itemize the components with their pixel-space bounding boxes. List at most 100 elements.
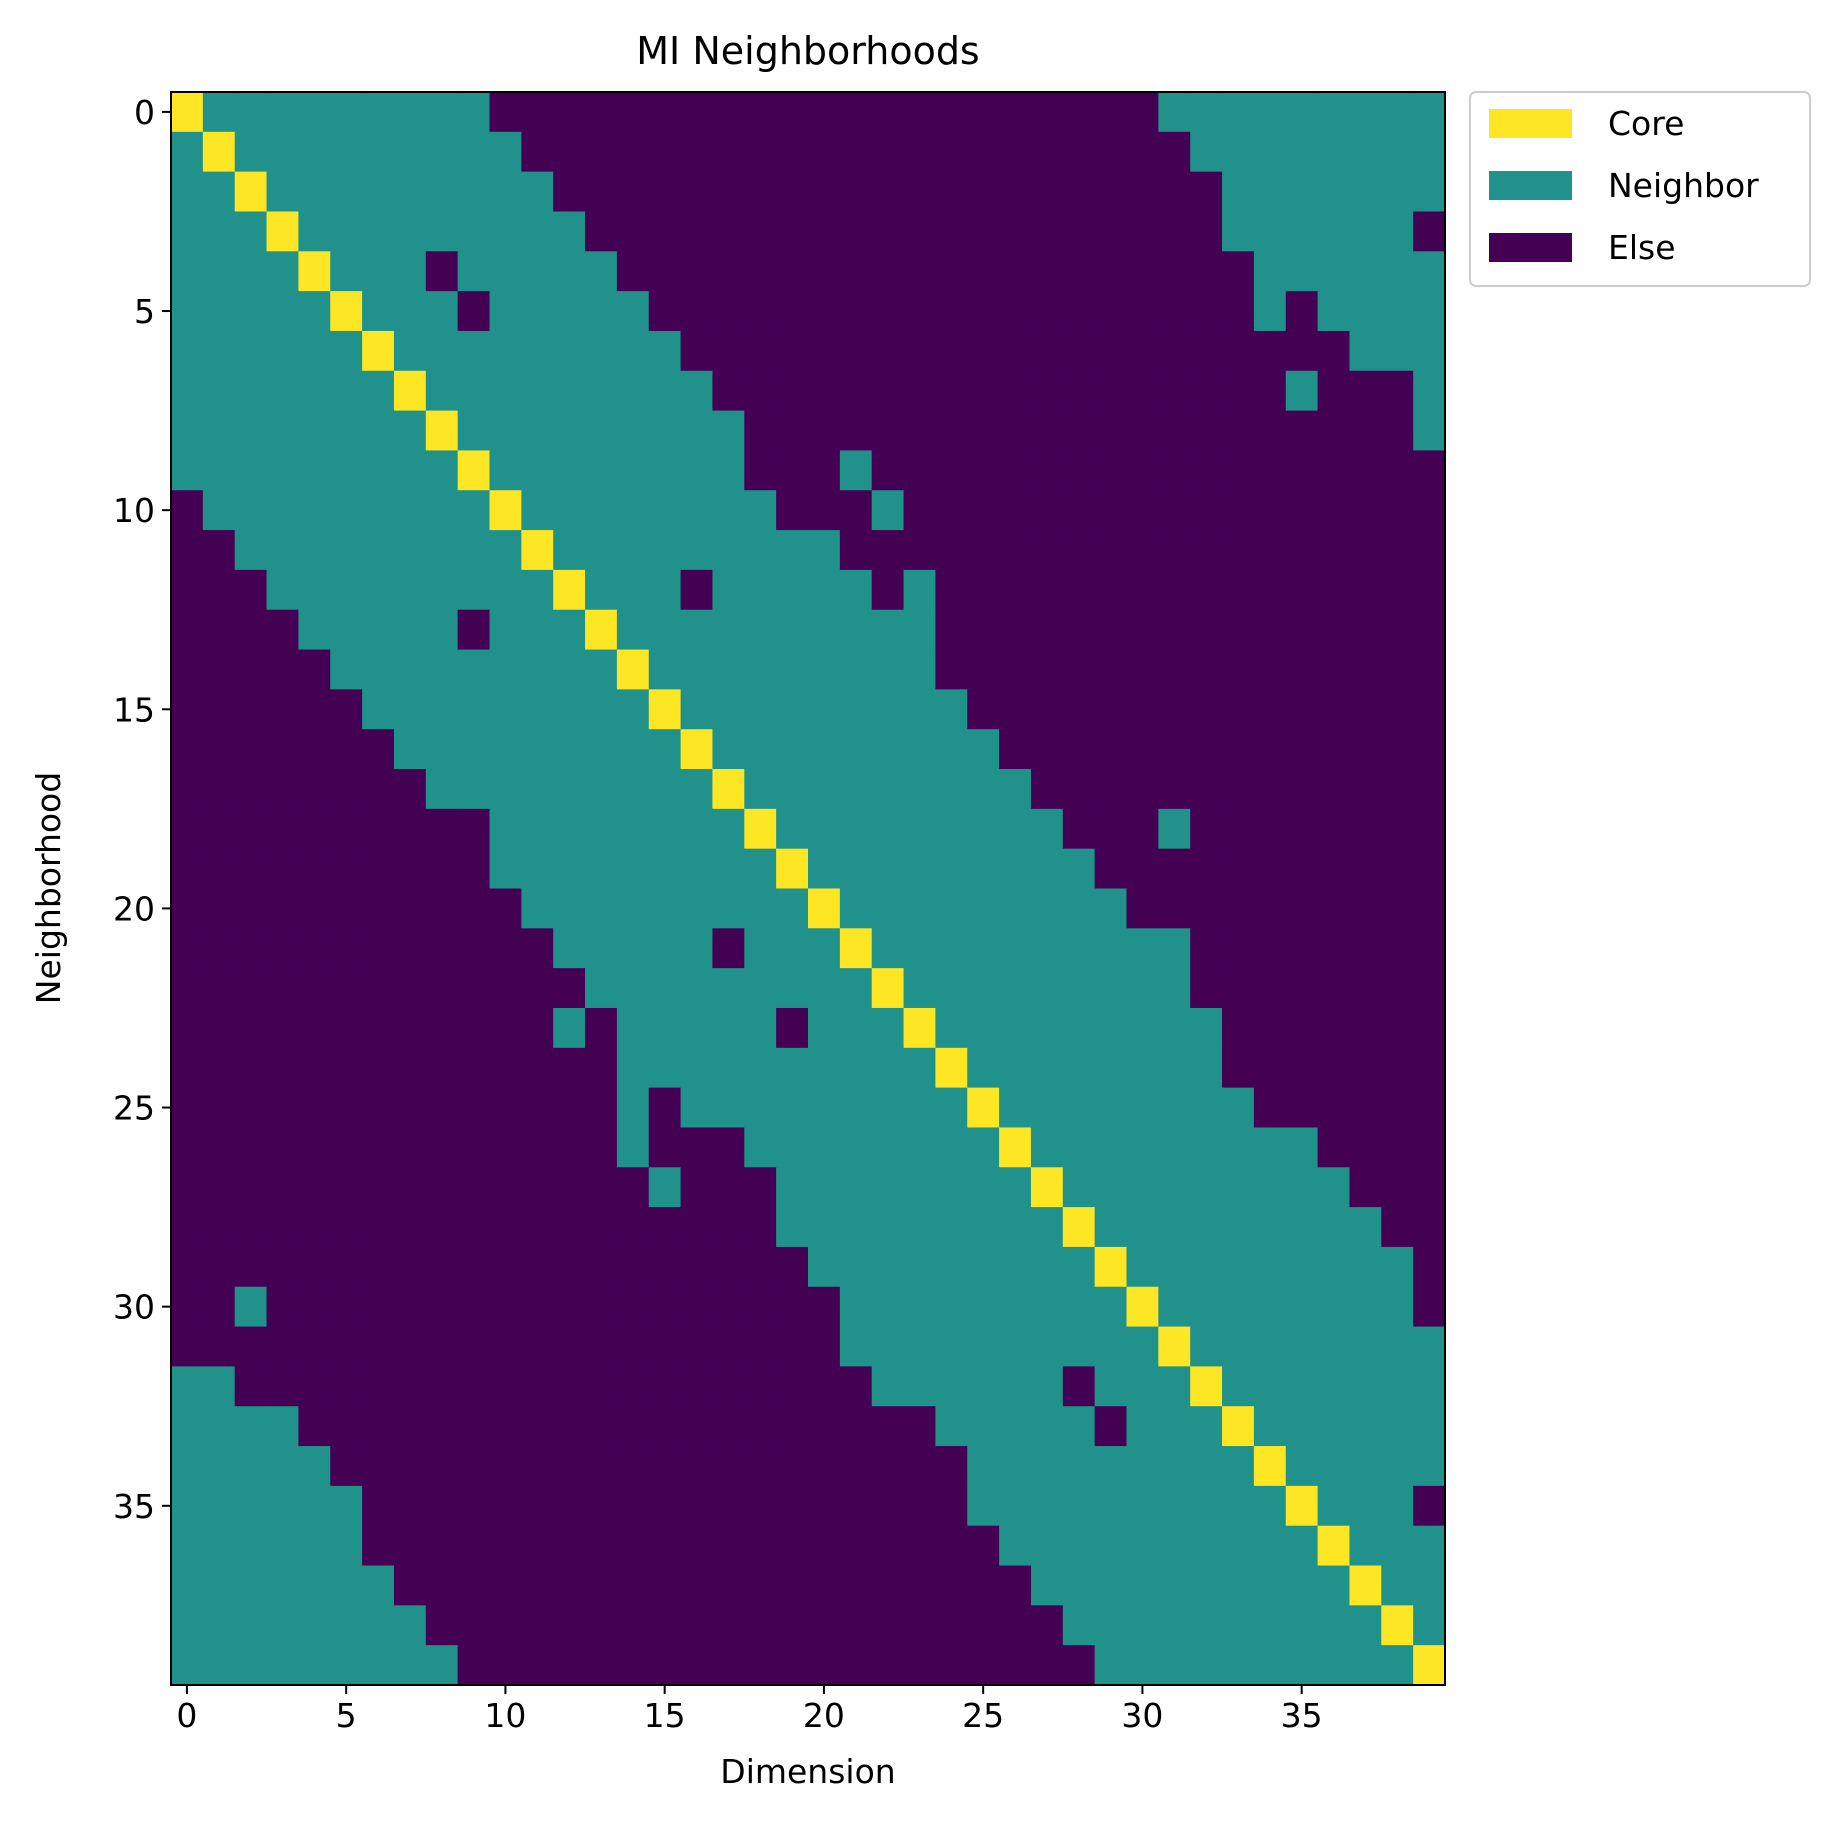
heatmap-cell-neighbor xyxy=(616,530,650,571)
heatmap-cell-else xyxy=(999,171,1032,213)
heatmap-cell-neighbor xyxy=(935,769,968,810)
heatmap-cell-else xyxy=(935,131,968,173)
heatmap-cell-neighbor xyxy=(393,729,427,770)
heatmap-cell-else xyxy=(202,689,236,730)
heatmap-cell-neighbor xyxy=(489,808,522,850)
heatmap-cell-else xyxy=(935,330,968,372)
heatmap-cell-neighbor xyxy=(171,1645,204,1686)
heatmap-cell-neighbor xyxy=(266,171,299,213)
heatmap-cell-else xyxy=(585,171,618,213)
heatmap-cell-neighbor xyxy=(1317,1645,1351,1686)
heatmap-cell-neighbor xyxy=(808,968,841,1009)
heatmap-cell-else xyxy=(585,1127,618,1168)
heatmap-cell-else xyxy=(585,1326,618,1367)
heatmap-cell-else xyxy=(266,848,299,890)
heatmap-cell-else xyxy=(808,1446,841,1487)
heatmap-cell-neighbor xyxy=(457,330,491,372)
heatmap-cell-else xyxy=(1349,1127,1382,1168)
heatmap-cell-else xyxy=(808,1366,841,1407)
heatmap-cell-neighbor xyxy=(202,490,236,531)
heatmap-cell-neighbor xyxy=(1349,291,1382,332)
heatmap-cell-neighbor xyxy=(903,1087,936,1129)
heatmap-cell-neighbor xyxy=(935,1326,968,1367)
heatmap-cell-neighbor xyxy=(585,251,618,292)
heatmap-cell-else xyxy=(234,689,268,730)
heatmap-cell-else xyxy=(1285,330,1319,372)
heatmap-cell-neighbor xyxy=(680,609,714,651)
heatmap-cell-else xyxy=(1349,928,1382,969)
heatmap-cell-neighbor xyxy=(1062,1007,1096,1049)
heatmap-cell-else xyxy=(489,1605,522,1646)
heatmap-cell-else xyxy=(1285,649,1319,690)
heatmap-cell-else xyxy=(1413,1127,1446,1168)
heatmap-cell-else xyxy=(1317,450,1351,491)
heatmap-cell-neighbor xyxy=(1030,808,1064,850)
heatmap-cell-neighbor xyxy=(903,1366,936,1407)
heatmap-cell-neighbor xyxy=(1190,92,1223,133)
heatmap-cell-neighbor xyxy=(202,1525,236,1567)
heatmap-cell-else xyxy=(1190,928,1223,969)
heatmap-cell-else xyxy=(871,1406,905,1447)
heatmap-cell-neighbor xyxy=(585,968,618,1009)
heatmap-cell-else xyxy=(1030,649,1064,690)
heatmap-cell-else xyxy=(1126,808,1159,850)
heatmap-cell-neighbor xyxy=(808,609,841,651)
heatmap-cell-else xyxy=(712,92,745,133)
heatmap-cell-neighbor xyxy=(171,131,204,173)
heatmap-cell-neighbor xyxy=(1158,1207,1191,1248)
y-tick-label: 30 xyxy=(113,1288,155,1327)
heatmap-cell-neighbor xyxy=(234,410,268,452)
heatmap-cell-neighbor xyxy=(903,729,936,770)
heatmap-cell-else xyxy=(585,1406,618,1447)
heatmap-cell-else xyxy=(1349,649,1382,690)
heatmap-cell-else xyxy=(521,1207,554,1248)
heatmap-cell-neighbor xyxy=(935,1207,968,1248)
heatmap-cell-core xyxy=(967,1087,1000,1129)
plot-frame xyxy=(170,91,1446,1686)
heatmap-cell-neighbor xyxy=(1190,1485,1223,1527)
heatmap-cell-else xyxy=(1190,968,1223,1009)
heatmap-cell-else xyxy=(362,808,395,850)
heatmap-cell-neighbor xyxy=(266,1446,299,1487)
heatmap-cell-else xyxy=(839,1485,873,1527)
heatmap-cell-else xyxy=(234,569,268,611)
heatmap-cell-neighbor xyxy=(1158,1246,1191,1288)
heatmap-cell-else xyxy=(298,1246,331,1288)
heatmap-cell-core xyxy=(202,131,236,173)
heatmap-cell-else xyxy=(266,888,299,929)
heatmap-cell-neighbor xyxy=(585,808,618,850)
heatmap-cell-else xyxy=(362,1286,395,1328)
heatmap-cell-neighbor xyxy=(1285,1565,1319,1606)
heatmap-cell-else xyxy=(935,609,968,651)
heatmap-cell-neighbor xyxy=(967,1286,1000,1328)
heatmap-cell-else xyxy=(1030,609,1064,651)
heatmap-cell-else xyxy=(1349,689,1382,730)
heatmap-cell-else xyxy=(1222,330,1255,372)
heatmap-cell-neighbor xyxy=(234,131,268,173)
heatmap-cell-else xyxy=(1413,1246,1446,1288)
heatmap-cell-neighbor xyxy=(871,1246,905,1288)
heatmap-cell-else xyxy=(457,1167,491,1208)
heatmap-cell-else xyxy=(712,1246,745,1288)
heatmap-cell-neighbor xyxy=(871,729,905,770)
heatmap-cell-neighbor xyxy=(648,1047,682,1089)
heatmap-cell-else xyxy=(680,1446,714,1487)
heatmap-cell-neighbor xyxy=(362,450,395,491)
heatmap-cell-neighbor xyxy=(1413,370,1446,412)
heatmap-cell-else xyxy=(1062,729,1096,770)
heatmap-cell-else xyxy=(1381,689,1414,730)
heatmap-cell-else xyxy=(648,1326,682,1367)
heatmap-cell-else xyxy=(425,1167,459,1208)
heatmap-cell-neighbor xyxy=(776,729,809,770)
heatmap-cell-else xyxy=(266,649,299,690)
heatmap-cell-neighbor xyxy=(1381,1645,1414,1686)
heatmap-cell-neighbor xyxy=(1317,1446,1351,1487)
heatmap-cell-else xyxy=(1094,370,1128,412)
heatmap-cell-else xyxy=(234,1326,268,1367)
heatmap-cell-else xyxy=(489,1446,522,1487)
heatmap-cell-else xyxy=(1190,410,1223,452)
heatmap-cell-else xyxy=(393,848,427,890)
heatmap-cell-else xyxy=(171,569,204,611)
heatmap-cell-neighbor xyxy=(362,689,395,730)
heatmap-cell-neighbor xyxy=(808,928,841,969)
